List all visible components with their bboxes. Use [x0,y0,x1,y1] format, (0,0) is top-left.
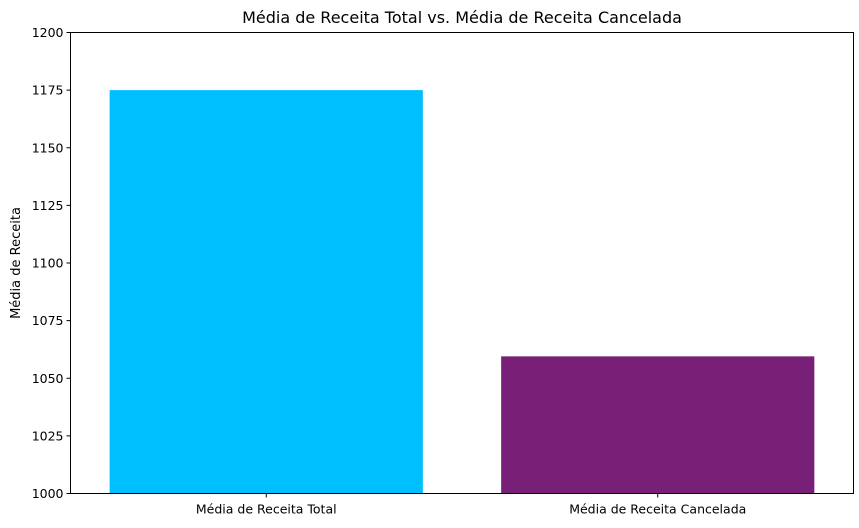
y-tick-label: 1000 [32,486,64,501]
y-tick-label: 1050 [32,371,64,386]
bar-2 [501,356,815,494]
y-tick-label: 1150 [32,140,64,155]
bars-group [109,90,815,494]
y-tick-label: 1125 [32,198,64,213]
bar-1 [109,90,423,494]
x-tick-label: Média de Receita Cancelada [569,502,746,517]
x-axis-ticks: Média de Receita Total Média de Receita C… [196,493,746,517]
chart-title: Média de Receita Total vs. Média de Rece… [242,8,682,27]
y-axis-ticks: 1000 1025 1050 1075 1100 1125 1150 1175 1200 [32,25,71,501]
y-axis-label: Média de Receita [9,207,24,319]
y-tick-label: 1175 [32,83,64,98]
y-tick-label: 1025 [32,428,64,443]
x-tick-label: Média de Receita Total [196,502,337,517]
y-tick-label: 1100 [32,256,64,271]
plot-frame [70,32,854,494]
y-tick-label: 1200 [32,25,64,40]
y-tick-label: 1075 [32,313,64,328]
